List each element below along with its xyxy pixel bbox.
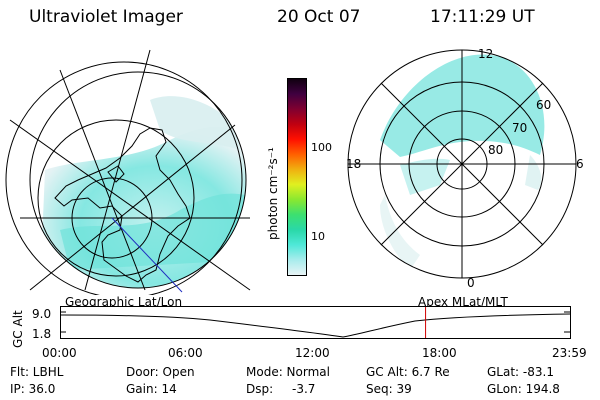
mlt-label-0: 0 [467,276,475,290]
lat-label-60: 60 [536,98,552,112]
x-tick-2359: 23:59 [552,346,587,360]
coastline [54,127,191,283]
x-tick-0600: 06:00 [168,346,203,360]
y-tick-1-8: 1.8 [32,327,52,341]
dsp-value: -3.7 [292,382,316,396]
gc-alt-info: GC Alt: 6.7 Re [366,365,450,379]
instrument-title: Ultraviolet Imager [29,7,183,27]
geographic-grid [5,49,251,295]
filter-info: Flt: LBHL [10,365,64,379]
door-info: Door: Open [126,365,195,379]
geographic-image-panel [5,49,251,295]
geographic-latlon-label: Geographic Lat/Lon [65,295,183,309]
mlt-label-12: 12 [478,47,494,61]
altitude-plot-frame [60,306,571,339]
apex-mlat-mlt-label: Apex MLat/MLT [418,295,508,309]
gc-alt-axis-label: GC Alt [11,310,25,348]
observation-time: 17:11:29 UT [430,7,535,27]
altitude-curve [60,313,571,338]
x-tick-1800: 18:00 [422,346,457,360]
polar-grid [347,49,577,279]
dsp-label: Dsp: [246,382,274,396]
lat-label-70: 70 [512,121,528,135]
gain-info: Gain: 14 [126,382,177,396]
x-tick-0000: 00:00 [42,346,77,360]
colorbar-tick-10: 10 [311,230,325,243]
mlt-label-6: 6 [576,157,584,171]
glon-info: GLon: 194.8 [487,382,560,396]
altitude-plot [60,306,571,339]
x-tick-1200: 12:00 [295,346,330,360]
colorbar-unit-label: photon cm⁻²s⁻¹ [266,147,280,240]
observation-date: 20 Oct 07 [277,7,361,27]
glat-info: GLat: -83.1 [487,365,554,379]
mode-info: Mode: Normal [246,365,330,379]
lat-label-80: 80 [488,143,504,157]
ip-info: IP: 36.0 [10,382,56,396]
mlt-label-18: 18 [346,157,362,171]
auroral-image [30,72,246,288]
colorbar-tick-100: 100 [311,141,332,154]
seq-info: Seq: 39 [366,382,412,396]
magnetic-polar-panel [347,49,577,279]
y-tick-9: 9.0 [32,307,52,321]
color-scale-bar [287,78,307,276]
